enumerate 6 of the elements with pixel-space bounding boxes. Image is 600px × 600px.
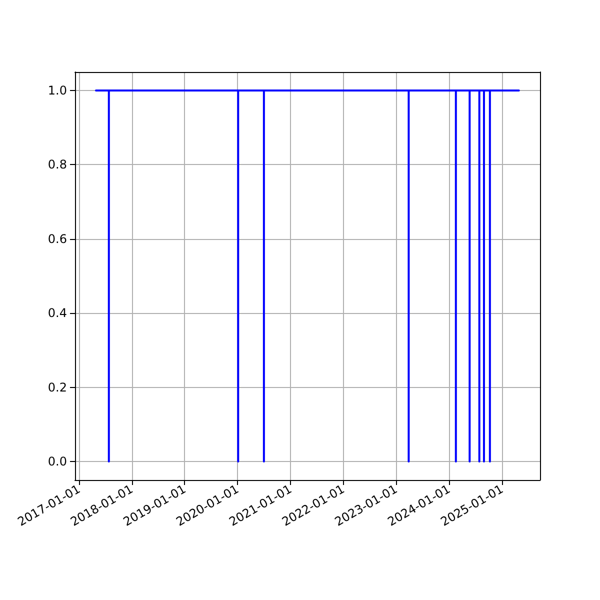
y-tick-label: 0.4 — [48, 306, 67, 320]
y-tick-label: 0.2 — [48, 380, 67, 394]
y-tick-label: 0.6 — [48, 232, 67, 246]
y-tick-label: 0.0 — [48, 454, 67, 468]
y-tick-label: 1.0 — [48, 84, 67, 98]
y-tick-label: 0.8 — [48, 158, 67, 172]
